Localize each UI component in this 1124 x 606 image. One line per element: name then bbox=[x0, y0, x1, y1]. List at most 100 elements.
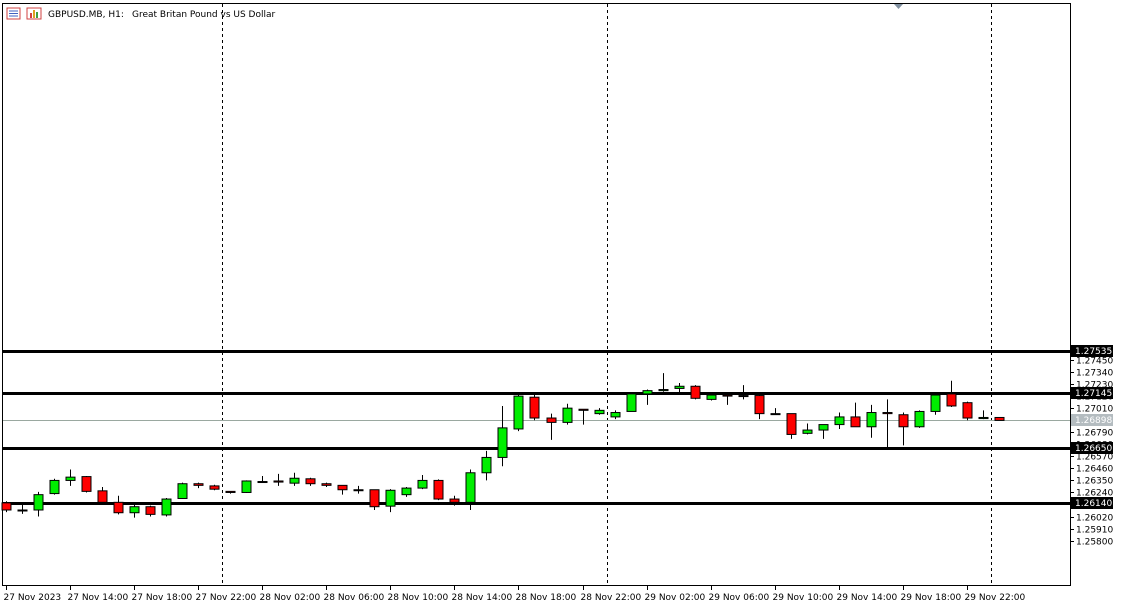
candle-body bbox=[706, 394, 717, 400]
candle-body bbox=[385, 489, 396, 507]
candle-43 bbox=[690, 385, 701, 400]
candle-body bbox=[546, 417, 557, 423]
level-price-label-1: 1.27145 bbox=[1071, 387, 1113, 399]
candle-48 bbox=[770, 408, 781, 416]
price-label-text: 1.27145 bbox=[1075, 389, 1112, 399]
chart-bars-icon[interactable] bbox=[26, 7, 42, 20]
candle-body bbox=[914, 410, 925, 428]
candle-47 bbox=[754, 395, 765, 420]
candle-body bbox=[850, 416, 861, 428]
candle-4 bbox=[65, 469, 76, 486]
candle-14 bbox=[225, 490, 236, 494]
y-tick-label: 1.27230 bbox=[1076, 381, 1113, 391]
candle-body bbox=[497, 427, 508, 458]
candle-32 bbox=[513, 395, 524, 432]
x-tick-label: 27 Nov 14:00 bbox=[68, 593, 129, 603]
x-tick-label: 29 Nov 10:00 bbox=[773, 593, 834, 603]
candle-body bbox=[994, 416, 1005, 421]
candle-body bbox=[818, 424, 829, 431]
candles bbox=[1, 373, 1005, 518]
candle-body bbox=[834, 416, 845, 426]
x-tick-label: 29 Nov 06:00 bbox=[709, 593, 770, 603]
candle-body bbox=[113, 501, 124, 514]
price-label-text: 1.26140 bbox=[1075, 499, 1112, 509]
level-price-label-3: 1.26140 bbox=[1071, 497, 1113, 509]
candle-1 bbox=[17, 502, 28, 514]
candle-body bbox=[273, 480, 284, 483]
candle-body bbox=[65, 476, 76, 481]
candle-body bbox=[610, 412, 621, 418]
candle-54 bbox=[866, 404, 877, 438]
x-tick-label: 28 Nov 22:00 bbox=[581, 593, 642, 603]
level-price-label-0: 1.27535 bbox=[1071, 345, 1113, 357]
candle-body bbox=[465, 472, 476, 503]
candle-31 bbox=[497, 405, 508, 467]
candle-body bbox=[642, 390, 653, 395]
candle-42 bbox=[674, 382, 685, 393]
horizontal-levels[interactable] bbox=[3, 350, 1070, 505]
candle-body bbox=[369, 489, 380, 508]
period-separators bbox=[222, 4, 992, 585]
candle-body bbox=[578, 408, 589, 411]
y-tick-label: 1.25800 bbox=[1076, 538, 1113, 548]
chart-list-icon[interactable] bbox=[6, 7, 21, 20]
y-tick-label: 1.26570 bbox=[1076, 453, 1113, 463]
candle-body bbox=[257, 481, 268, 484]
candle-0 bbox=[1, 501, 12, 513]
y-tick-label: 1.26460 bbox=[1076, 465, 1113, 475]
candle-body bbox=[946, 393, 957, 407]
price-label-text: 1.26898 bbox=[1075, 416, 1112, 426]
x-tick-label: 27 Nov 2023 bbox=[4, 593, 62, 603]
candle-body bbox=[866, 412, 877, 428]
price-label-bg bbox=[1071, 414, 1113, 426]
x-tick-label: 28 Nov 06:00 bbox=[324, 593, 385, 603]
candle-body bbox=[1, 502, 12, 511]
candle-body bbox=[305, 478, 316, 485]
candle-22 bbox=[353, 485, 364, 494]
candle-8 bbox=[129, 504, 140, 518]
price-label-bg bbox=[1071, 442, 1113, 454]
candle-body bbox=[962, 402, 973, 419]
candle-body bbox=[882, 412, 893, 415]
price-label-text: 1.26650 bbox=[1075, 444, 1112, 454]
y-tick-label: 1.27010 bbox=[1076, 405, 1113, 415]
candle-body bbox=[481, 456, 492, 474]
candle-25 bbox=[401, 486, 412, 497]
y-tick-label: 1.26240 bbox=[1076, 489, 1113, 499]
candle-33 bbox=[529, 395, 540, 421]
candle-15 bbox=[241, 480, 252, 494]
candle-body bbox=[433, 479, 444, 500]
level-price-label-2: 1.26650 bbox=[1071, 442, 1113, 454]
candle-body bbox=[337, 484, 348, 491]
candle-5 bbox=[81, 476, 92, 493]
chart-shift-marker[interactable] bbox=[894, 4, 903, 9]
price-label-bg bbox=[1071, 387, 1113, 399]
candle-46 bbox=[738, 385, 749, 400]
candle-9 bbox=[145, 505, 156, 517]
symbol-description: Great Britan Pound vs US Dollar bbox=[132, 10, 275, 20]
candle-20 bbox=[321, 482, 332, 487]
candle-49 bbox=[786, 413, 797, 439]
candle-body bbox=[786, 413, 797, 435]
symbol-label: GBPUSD.MB, H1: bbox=[48, 10, 124, 20]
candle-45 bbox=[722, 392, 733, 405]
candle-41 bbox=[658, 373, 669, 392]
y-tick-label: 1.26350 bbox=[1076, 477, 1113, 487]
x-tick-label: 28 Nov 02:00 bbox=[260, 593, 321, 603]
candle-36 bbox=[578, 408, 589, 425]
candle-61 bbox=[978, 410, 989, 420]
candle-body bbox=[802, 429, 813, 434]
candle-body bbox=[978, 416, 989, 420]
candle-23 bbox=[369, 489, 380, 510]
candle-body bbox=[161, 498, 172, 516]
candle-body bbox=[241, 480, 252, 493]
candle-16 bbox=[257, 476, 268, 484]
level-labels: 1.27535 1.27145 1.26650 1.26140 1.26898 bbox=[1071, 345, 1113, 509]
candle-59 bbox=[946, 380, 957, 408]
candle-7 bbox=[113, 495, 124, 515]
y-tick-label: 1.27340 bbox=[1076, 369, 1113, 379]
candle-body bbox=[594, 409, 605, 415]
candle-body bbox=[529, 396, 540, 419]
y-tick-label: 1.25910 bbox=[1076, 526, 1113, 536]
